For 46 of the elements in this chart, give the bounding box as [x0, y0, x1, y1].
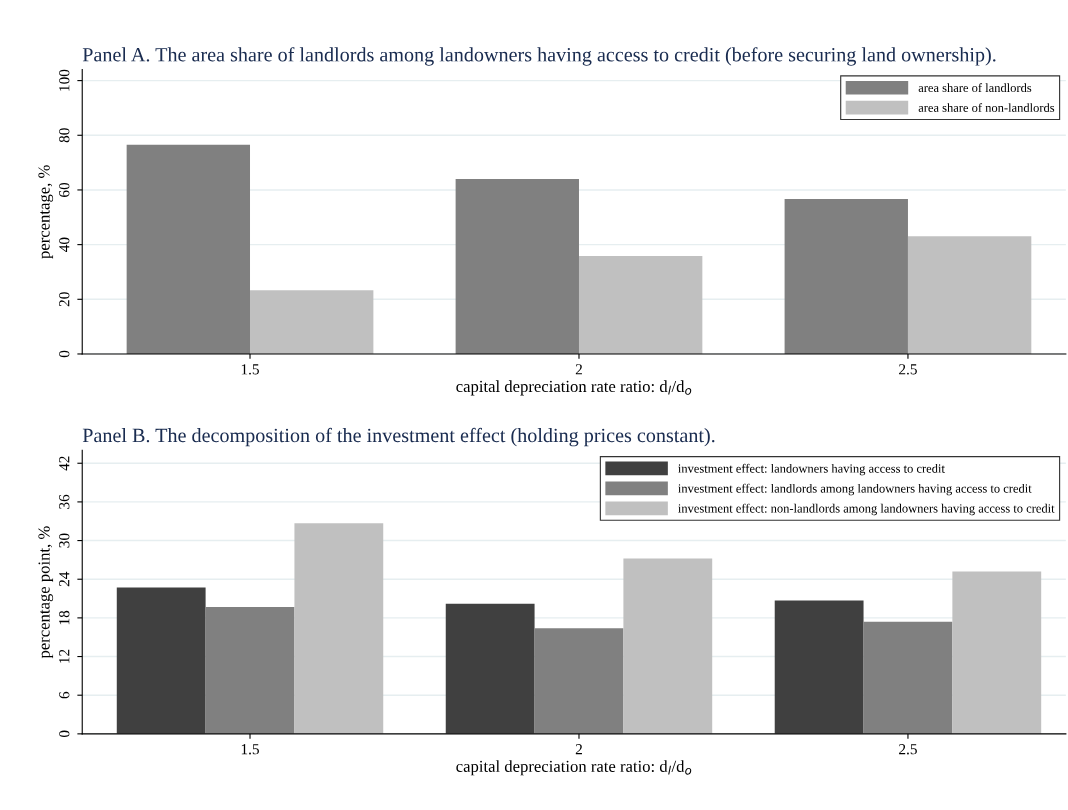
x-axis-title: capital depreciation rate ratio: d$_{l}$/d$_{o}$: [456, 760, 692, 776]
y-tick-label: 30: [59, 533, 70, 548]
bar: [952, 571, 1042, 734]
y-tick-label: 40: [59, 237, 70, 252]
y-tick-label: 80: [59, 128, 70, 143]
y-tick-label: 6: [59, 691, 70, 699]
x-tick-label: 2.5: [899, 744, 917, 755]
x-tick-label: 1.5: [241, 744, 259, 755]
bar: [534, 628, 624, 734]
bar: [205, 606, 295, 734]
bar: [445, 603, 535, 734]
chart-title: Panel B. The decomposition of the investment effect (holding prices constant).: [82, 427, 715, 447]
legend-label: investment effect: landlords among landowners having access to credit: [678, 483, 1032, 496]
y-tick-label: 0: [59, 350, 70, 358]
y-tick-label: 24: [59, 571, 70, 587]
x-tick-label: 1.5: [241, 364, 259, 375]
bar: [116, 587, 206, 734]
legend-label: area share of non-landlords: [918, 103, 1055, 112]
bar: [250, 290, 374, 354]
bar: [784, 198, 908, 354]
x-axis-title: capital depreciation rate ratio: d$_{l}$/d$_{o}$: [456, 380, 692, 396]
y-tick-label: 12: [59, 649, 70, 663]
bar: [294, 523, 384, 734]
y-tick-label: 20: [59, 292, 70, 307]
y-tick-label: 100: [59, 69, 70, 91]
y-tick-label: 42: [59, 456, 70, 471]
bar: [907, 236, 1032, 354]
y-axis-title: percentage, %: [38, 165, 54, 259]
bar: [774, 600, 864, 734]
bar: [578, 256, 703, 354]
bar: [623, 558, 713, 734]
y-axis-title: percentage point, %: [38, 526, 54, 659]
x-tick-label: 2: [575, 364, 582, 375]
legend-label: investment effect: non-landlords among landowners having access to credit: [678, 503, 1055, 516]
x-tick-label: 2: [575, 744, 582, 755]
y-tick-label: 60: [59, 182, 70, 197]
legend-label: investment effect: landowners having access to credit: [678, 463, 945, 476]
bar: [455, 179, 579, 354]
y-tick-label: 0: [59, 730, 70, 738]
chart-title: Panel A. The area share of landlords among landowners having access to credit (before securing land ownership).: [82, 47, 996, 66]
bar: [126, 144, 251, 354]
x-tick-label: 2.5: [899, 364, 917, 375]
bar: [863, 621, 953, 734]
y-tick-label: 36: [59, 494, 70, 509]
legend-label: area share of landlords: [918, 83, 1032, 93]
y-tick-label: 18: [59, 610, 70, 625]
